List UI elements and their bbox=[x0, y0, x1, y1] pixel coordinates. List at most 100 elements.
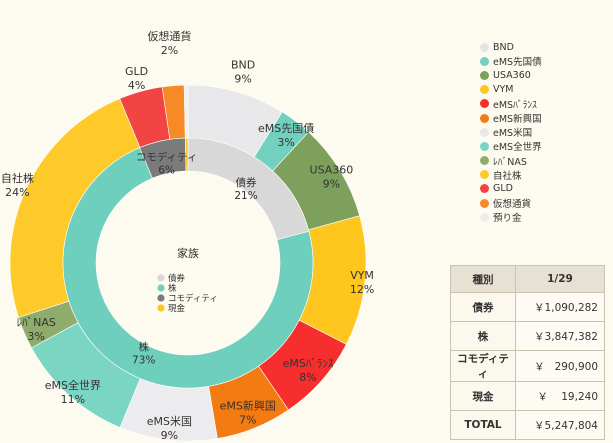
summary-row-total: TOTAL ￥5,247,804 bbox=[450, 410, 605, 440]
legend: BND eMS先国債 USA360 VYM eMSﾊﾞﾗﾝｽ eMS新興国 eMS米国 eMS… bbox=[480, 40, 542, 224]
legend-item: BND bbox=[480, 40, 542, 54]
summary-header-type: 種別 bbox=[450, 265, 516, 293]
outer-label-name: 仮想通貨 bbox=[147, 29, 191, 43]
summary-row-value: ￥5,247,804 bbox=[515, 410, 605, 440]
center-title: 家族 bbox=[177, 246, 199, 260]
outer-label-name: 自社株 bbox=[1, 171, 34, 185]
slice-item-3 bbox=[184, 137, 189, 172]
legend-swatch bbox=[480, 42, 489, 52]
inner-label-percent: 21% bbox=[234, 190, 257, 202]
summary-row-value: ￥ 290,900 bbox=[515, 350, 605, 382]
legend-swatch bbox=[480, 85, 489, 95]
summary-header-date: 1/29 bbox=[515, 265, 605, 293]
legend-item: ﾚﾊﾞNAS bbox=[480, 154, 542, 168]
legend-item: eMS全世界 bbox=[480, 139, 542, 153]
outer-label-name: eMS全世界 bbox=[45, 378, 101, 392]
inner-legend-swatch bbox=[157, 304, 165, 312]
slice-item-1 bbox=[62, 147, 314, 389]
legend-item: eMS米国 bbox=[480, 125, 542, 139]
legend-label: VYM bbox=[493, 84, 514, 96]
summary-row-value: ￥ 19,240 bbox=[515, 381, 605, 411]
legend-swatch bbox=[480, 156, 489, 166]
legend-item: USA360 bbox=[480, 68, 542, 82]
legend-swatch bbox=[480, 170, 489, 180]
outer-label-percent: 24% bbox=[5, 186, 29, 199]
outer-label-percent: 12% bbox=[350, 283, 374, 296]
legend-label: BND bbox=[493, 41, 514, 53]
inner-label-name: 債券 bbox=[236, 176, 257, 189]
outer-label-percent: 9% bbox=[161, 429, 178, 442]
summary-row-cash: 現金 ￥ 19,240 bbox=[450, 381, 605, 411]
legend-swatch bbox=[480, 99, 489, 109]
legend-swatch bbox=[480, 127, 489, 137]
inner-legend-swatch bbox=[157, 284, 165, 292]
outer-label-name: eMS新興国 bbox=[220, 398, 276, 412]
legend-label: eMS米国 bbox=[493, 128, 533, 140]
legend-label: USA360 bbox=[493, 69, 531, 81]
summary-row-commodity: コモディティ ￥ 290,900 bbox=[450, 350, 605, 382]
legend-label: eMS全世界 bbox=[493, 142, 542, 154]
outer-label-name: BND bbox=[231, 59, 255, 72]
outer-label-percent: 3% bbox=[28, 330, 45, 343]
outer-labels: BND9%eMS先国債3%USA3609%VYM12%eMSﾊﾞﾗﾝｽ8%eMS… bbox=[1, 29, 374, 442]
inner-legend-swatch bbox=[157, 294, 165, 302]
legend-swatch bbox=[480, 56, 489, 66]
summary-row-value: ￥1,090,282 bbox=[515, 292, 605, 322]
summary-row-bonds: 債券 ￥1,090,282 bbox=[450, 292, 605, 322]
legend-item: 仮想通貨 bbox=[480, 196, 542, 210]
legend-swatch bbox=[480, 70, 489, 80]
legend-item: 自社株 bbox=[480, 168, 542, 182]
outer-label-percent: 11% bbox=[61, 393, 85, 406]
summary-row-value: ￥3,847,382 bbox=[515, 321, 605, 351]
legend-swatch bbox=[480, 141, 489, 151]
legend-swatch bbox=[480, 113, 489, 123]
summary-row-label: 株 bbox=[450, 321, 516, 351]
outer-label-name: eMS先国債 bbox=[258, 121, 314, 135]
outer-label-percent: 9% bbox=[323, 177, 340, 190]
outer-label-name: GLD bbox=[125, 65, 148, 78]
legend-item: GLD bbox=[480, 182, 542, 196]
inner-label-name: コモディティ bbox=[136, 150, 198, 163]
legend-item: eMS先国債 bbox=[480, 54, 542, 68]
outer-label-name: VYM bbox=[350, 269, 374, 282]
outer-label-name: eMS米国 bbox=[147, 415, 192, 428]
legend-label: GLD bbox=[493, 183, 513, 195]
inner-label-name: 株 bbox=[138, 341, 149, 354]
summary-row-label: TOTAL bbox=[450, 410, 516, 440]
outer-label-percent: 2% bbox=[161, 44, 178, 57]
inner-ring bbox=[62, 137, 314, 389]
summary-row-label: 債券 bbox=[450, 292, 516, 322]
outer-label-name: eMSﾊﾞﾗﾝｽ bbox=[283, 357, 334, 370]
inner-legend-swatch bbox=[157, 274, 165, 282]
inner-legend-label: コモディティ bbox=[168, 293, 218, 304]
outer-label-name: ﾚﾊﾞNAS bbox=[17, 316, 56, 329]
legend-label: eMS新興国 bbox=[493, 114, 542, 126]
outer-label-percent: 3% bbox=[277, 136, 294, 149]
outer-label-percent: 7% bbox=[239, 413, 256, 426]
outer-label-percent: 4% bbox=[128, 79, 145, 92]
summary-row-label: コモディティ bbox=[450, 350, 516, 382]
legend-item: eMSﾊﾞﾗﾝｽ bbox=[480, 97, 542, 111]
inner-legend-label: 債券 bbox=[168, 273, 186, 284]
summary-row-label: 現金 bbox=[450, 381, 516, 411]
legend-swatch bbox=[480, 198, 489, 208]
legend-label: 預り金 bbox=[493, 213, 522, 225]
legend-label: 仮想通貨 bbox=[493, 199, 532, 211]
legend-swatch bbox=[480, 184, 489, 194]
legend-label: eMS先国債 bbox=[493, 57, 542, 69]
inner-legend-label: 株 bbox=[168, 283, 177, 294]
outer-label-percent: 8% bbox=[299, 371, 316, 384]
legend-swatch bbox=[480, 212, 489, 222]
outer-label-name: USA360 bbox=[310, 163, 354, 176]
inner-label-percent: 6% bbox=[158, 164, 175, 176]
legend-item: eMS新興国 bbox=[480, 111, 542, 125]
legend-item: VYM bbox=[480, 83, 542, 97]
inner-label-percent: 73% bbox=[132, 355, 155, 367]
legend-item: 預り金 bbox=[480, 210, 542, 224]
summary-row-stocks: 株 ￥3,847,382 bbox=[450, 321, 605, 351]
outer-label-percent: 9% bbox=[234, 73, 251, 86]
legend-label: ﾚﾊﾞNAS bbox=[493, 156, 527, 168]
legend-label: eMSﾊﾞﾗﾝｽ bbox=[493, 99, 537, 111]
summary-table: 種別 1/29 債券 ￥1,090,282 株 ￥3,847,382 コモディテ… bbox=[450, 265, 605, 440]
